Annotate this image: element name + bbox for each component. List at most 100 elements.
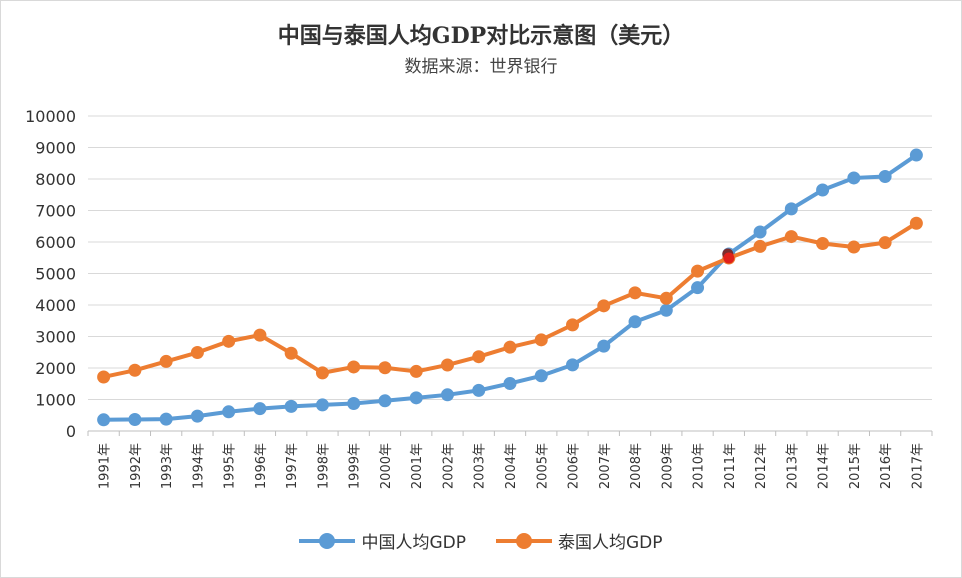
legend: 中国人均GDP 泰国人均GDP (0, 528, 962, 553)
x-tick-label: 2006年 (567, 443, 582, 489)
x-tick-label: 2007年 (598, 443, 613, 489)
y-tick-label: 10000 (25, 107, 76, 126)
x-tick-label: 1991年 (98, 443, 113, 489)
data-point (691, 264, 705, 278)
data-point (628, 286, 642, 300)
data-point (784, 202, 798, 216)
chart-title: 中国与泰国人均GDP对比示意图（美元） (277, 23, 685, 49)
data-point (878, 236, 892, 250)
data-point (409, 364, 423, 378)
data-point (315, 366, 329, 380)
data-point (659, 303, 673, 317)
x-tick-label: 1996年 (254, 443, 269, 489)
chart-subtitle: 数据来源：世界银行 (404, 57, 558, 77)
legend-swatch-china (299, 532, 356, 549)
data-point (909, 148, 923, 162)
data-point (440, 358, 454, 372)
data-point (128, 363, 142, 377)
data-point (347, 397, 361, 411)
data-point (284, 346, 298, 360)
x-tick-label: 1997年 (285, 443, 300, 489)
data-point (534, 333, 548, 347)
data-point (190, 409, 204, 423)
data-point (691, 281, 705, 295)
data-point (409, 391, 423, 405)
x-tick-label: 1995年 (223, 443, 238, 489)
x-tick-label: 2000年 (379, 443, 394, 489)
x-tick-label: 2017年 (910, 443, 925, 489)
data-point (597, 339, 611, 353)
highlight-marker-thailand (723, 252, 735, 264)
legend-item-china[interactable]: 中国人均GDP (299, 528, 466, 553)
data-point (503, 376, 517, 390)
legend-item-thailand[interactable]: 泰国人均GDP (496, 528, 663, 553)
data-point (440, 388, 454, 402)
data-point (472, 383, 486, 397)
y-tick-label: 3000 (35, 328, 76, 347)
data-point (909, 216, 923, 230)
data-point (159, 354, 173, 368)
data-point (253, 328, 267, 342)
data-point (347, 360, 361, 374)
data-point (534, 369, 548, 383)
x-tick-label: 2008年 (629, 443, 644, 489)
x-tick-label: 2009年 (660, 443, 675, 489)
data-point (503, 340, 517, 354)
data-point (753, 239, 767, 253)
data-point (190, 346, 204, 360)
data-point (97, 413, 111, 427)
y-tick-label: 2000 (35, 359, 76, 378)
data-point (284, 399, 298, 413)
data-point (472, 350, 486, 364)
legend-label-thailand: 泰国人均GDP (558, 533, 663, 553)
data-point (753, 225, 767, 239)
x-tick-label: 2014年 (817, 443, 832, 489)
data-point (315, 398, 329, 412)
x-tick-label: 2016年 (879, 443, 894, 489)
data-point (566, 318, 580, 332)
x-tick-label: 1994年 (191, 443, 206, 489)
y-tick-label: 9000 (35, 139, 76, 158)
x-tick-label: 1999年 (348, 443, 363, 489)
x-tick-label: 2011年 (723, 443, 738, 489)
x-tick-label: 2005年 (535, 443, 550, 489)
data-point (878, 170, 892, 184)
data-point (159, 412, 173, 426)
data-point (222, 334, 236, 348)
x-tick-label: 2012年 (754, 443, 769, 489)
data-point (628, 315, 642, 329)
y-tick-label: 4000 (35, 296, 76, 315)
data-point (784, 230, 798, 244)
data-point (253, 402, 267, 416)
x-tick-label: 1998年 (316, 443, 331, 489)
x-tick-label: 2001年 (410, 443, 425, 489)
data-point (816, 183, 830, 197)
y-tick-label: 6000 (35, 233, 76, 252)
data-point (222, 405, 236, 419)
x-tick-label: 2002年 (441, 443, 456, 489)
data-point (597, 299, 611, 313)
y-tick-label: 7000 (35, 202, 76, 221)
y-tick-label: 0 (66, 422, 76, 441)
data-point (128, 412, 142, 426)
data-point (378, 394, 392, 408)
data-point (659, 291, 673, 305)
x-tick-label: 2010年 (692, 443, 707, 489)
data-point (847, 171, 861, 185)
x-tick-label: 1993年 (160, 443, 175, 489)
legend-swatch-thailand (496, 532, 552, 549)
data-point (566, 358, 580, 372)
x-tick-label: 2003年 (473, 443, 488, 489)
y-tick-label: 1000 (35, 391, 76, 410)
x-tick-label: 2015年 (848, 443, 863, 489)
data-point (97, 370, 111, 384)
series-line-1 (103, 221, 918, 379)
y-tick-label: 5000 (35, 265, 76, 284)
legend-label-china: 中国人均GDP (361, 533, 466, 553)
data-point (847, 240, 861, 254)
data-point (378, 361, 392, 375)
x-tick-label: 2004年 (504, 443, 519, 489)
data-point (816, 237, 830, 251)
